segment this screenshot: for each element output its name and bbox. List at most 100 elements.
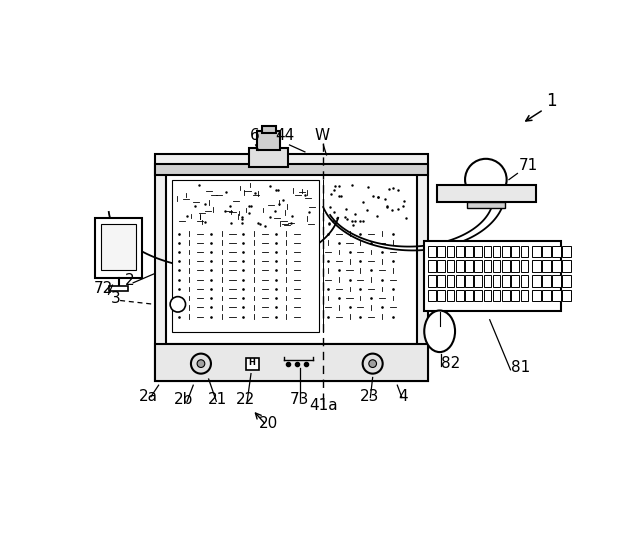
Bar (465, 290, 473, 301)
Text: 20: 20 (259, 416, 278, 430)
Bar (542, 275, 550, 287)
Bar (493, 260, 500, 272)
Bar (467, 202, 505, 208)
Ellipse shape (424, 311, 455, 352)
Bar (101, 224, 136, 270)
Bar (155, 164, 428, 175)
Bar (542, 290, 550, 301)
Text: 72: 72 (93, 281, 113, 296)
Circle shape (369, 360, 376, 368)
Bar (437, 246, 445, 258)
Text: 2a: 2a (139, 388, 158, 404)
Bar (250, 148, 288, 166)
Text: 6: 6 (250, 129, 260, 143)
Bar (552, 290, 561, 301)
Bar (542, 260, 550, 272)
Circle shape (170, 296, 186, 312)
Bar (474, 246, 482, 258)
Bar (109, 286, 128, 291)
Bar (465, 246, 473, 258)
Circle shape (465, 159, 507, 200)
Text: 23: 23 (360, 388, 380, 404)
Text: 1: 1 (546, 92, 557, 110)
Text: 21: 21 (207, 392, 227, 408)
Bar (552, 260, 561, 272)
Bar (502, 290, 509, 301)
Bar (511, 246, 519, 258)
Bar (532, 260, 541, 272)
Bar (520, 275, 528, 287)
Bar (493, 275, 500, 287)
Bar (456, 275, 463, 287)
Bar (155, 345, 428, 381)
Bar (552, 246, 561, 258)
Bar (246, 358, 259, 370)
Bar (484, 290, 492, 301)
Bar (262, 126, 276, 132)
Bar (155, 154, 428, 381)
Text: 3: 3 (111, 291, 120, 306)
Bar (493, 246, 500, 258)
Bar (502, 260, 509, 272)
Bar (511, 275, 519, 287)
Bar (95, 218, 141, 278)
Bar (562, 290, 570, 301)
Circle shape (363, 353, 383, 374)
Bar (532, 275, 541, 287)
Bar (562, 275, 570, 287)
Text: 82: 82 (441, 356, 460, 371)
Text: 22: 22 (236, 392, 255, 408)
Text: 71: 71 (519, 158, 538, 173)
Text: 44: 44 (275, 129, 294, 143)
Bar (520, 246, 528, 258)
Bar (484, 246, 492, 258)
Bar (172, 179, 319, 332)
Text: W: W (314, 129, 330, 143)
Text: 4: 4 (398, 388, 408, 404)
Bar (428, 290, 436, 301)
Bar (428, 260, 436, 272)
Bar (465, 260, 473, 272)
Bar (520, 260, 528, 272)
Bar (447, 246, 454, 258)
Bar (484, 260, 492, 272)
Bar (532, 246, 541, 258)
Bar (562, 246, 570, 258)
Bar (437, 185, 536, 202)
Bar (493, 290, 500, 301)
Bar (447, 260, 454, 272)
Bar (474, 290, 482, 301)
Bar (447, 290, 454, 301)
Bar (502, 275, 509, 287)
Bar (456, 246, 463, 258)
Circle shape (191, 353, 211, 374)
Circle shape (197, 360, 205, 368)
Bar (437, 275, 445, 287)
Bar (257, 131, 280, 149)
Text: 41a: 41a (309, 398, 338, 413)
Bar (511, 290, 519, 301)
Bar (484, 275, 492, 287)
Bar (424, 241, 561, 311)
Text: H: H (249, 358, 255, 368)
Bar (166, 168, 417, 344)
Bar (562, 260, 570, 272)
Text: 2: 2 (125, 273, 134, 288)
Text: 73: 73 (290, 392, 309, 408)
Bar (465, 275, 473, 287)
Bar (437, 290, 445, 301)
Bar (437, 260, 445, 272)
Bar (456, 290, 463, 301)
Bar (552, 275, 561, 287)
Bar (428, 275, 436, 287)
Text: 2b: 2b (174, 392, 194, 408)
Bar (474, 260, 482, 272)
Bar (447, 275, 454, 287)
Bar (511, 260, 519, 272)
Bar (542, 246, 550, 258)
Bar (474, 275, 482, 287)
Bar (428, 246, 436, 258)
Text: 81: 81 (511, 360, 531, 375)
Bar (532, 290, 541, 301)
Bar (456, 260, 463, 272)
